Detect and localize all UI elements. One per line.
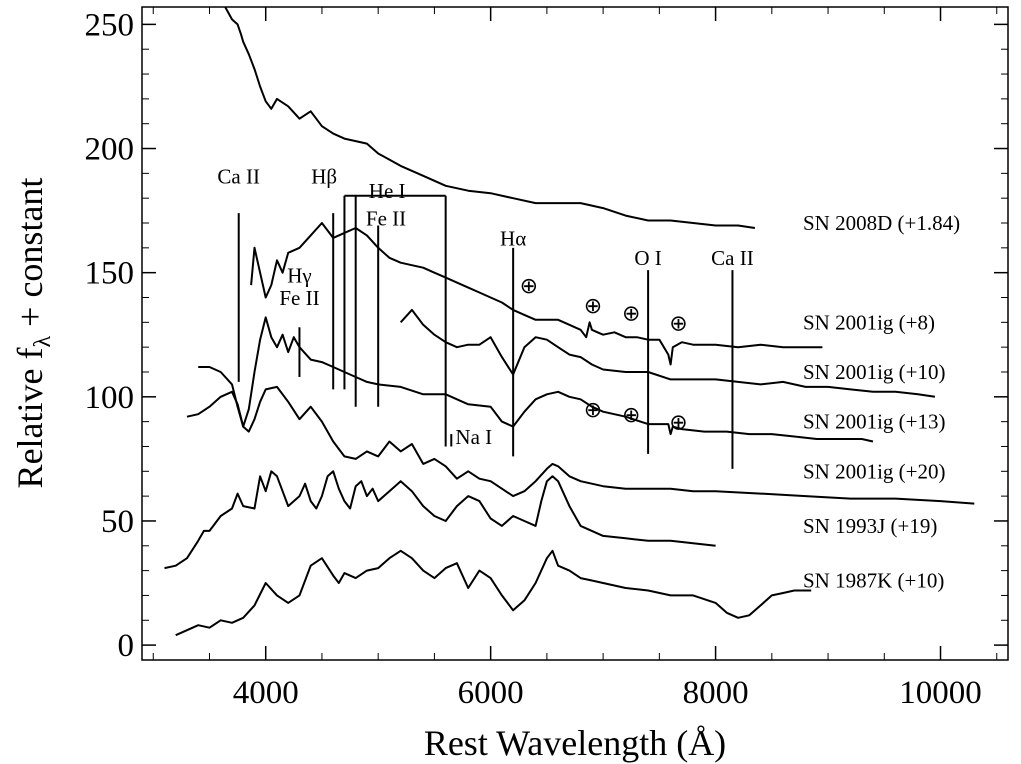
line-id-label: He I — [369, 179, 406, 203]
line-id-label: Fe II — [366, 206, 406, 230]
line-id-label: Ca II — [711, 246, 754, 270]
y-tick-label: 150 — [85, 256, 135, 292]
x-tick-label: 4000 — [233, 675, 299, 711]
series-label: SN 2001ig (+10) — [803, 360, 946, 384]
series-label: SN 2001ig (+8) — [803, 310, 935, 334]
telluric-marker: ⊕ — [584, 398, 602, 423]
series-label: SN 1987K (+10) — [803, 569, 944, 593]
line-id-label: Hα — [500, 226, 526, 250]
series-label: SN 1993J (+19) — [803, 514, 937, 538]
y-axis-label-tail: + constant — [10, 178, 50, 336]
y-tick-label: 0 — [118, 628, 135, 664]
y-tick-label: 100 — [85, 380, 135, 416]
x-tick-label: 6000 — [458, 675, 524, 711]
y-axis-ticks: 0 50 100 150 200 250 — [85, 7, 1009, 664]
series-label: SN 2008D (+1.84) — [803, 211, 960, 235]
spectrum-line — [225, 7, 755, 228]
line-id-label: Fe II — [279, 286, 319, 310]
x-tick-label: 8000 — [683, 675, 749, 711]
y-tick-label: 200 — [85, 132, 135, 168]
telluric-marker: ⊕ — [622, 403, 640, 428]
series-label: SN 2001ig (+13) — [803, 410, 946, 434]
telluric-marker: ⊕ — [669, 411, 687, 436]
y-tick-label: 250 — [85, 7, 135, 43]
x-axis-label: Rest Wavelength (Å) — [424, 723, 726, 763]
telluric-marker: ⊕ — [622, 301, 640, 326]
series-labels: SN 2008D (+1.84) SN 2001ig (+8) SN 2001ig … — [803, 211, 960, 593]
spectrum-line — [176, 551, 812, 635]
x-tick-label: 10000 — [899, 675, 982, 711]
line-id-label: Hβ — [311, 164, 337, 188]
line-id-label: Ca II — [217, 164, 260, 188]
line-id-label: Hγ — [287, 264, 311, 288]
line-id-label: O I — [634, 246, 661, 270]
spectrum-line — [165, 471, 716, 568]
y-axis-label-subscript: λ — [30, 335, 56, 347]
y-axis-label: Relative fλ + constant — [10, 178, 56, 489]
telluric-marker: ⊕ — [584, 294, 602, 319]
y-tick-label: 50 — [101, 504, 134, 540]
telluric-marker: ⊕ — [520, 274, 538, 299]
line-id-label: Na I — [455, 425, 492, 449]
telluric-marker: ⊕ — [669, 311, 687, 336]
series-label: SN 2001ig (+20) — [803, 459, 946, 483]
y-axis-label-main: Relative f — [10, 347, 50, 488]
